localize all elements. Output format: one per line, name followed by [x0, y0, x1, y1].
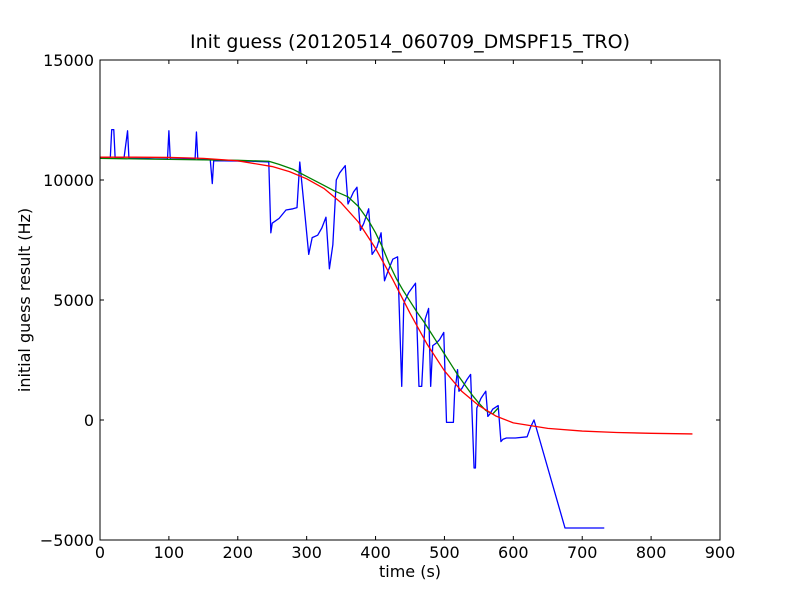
y-tick-label: 10000 [43, 171, 94, 190]
x-tick-label: 100 [154, 543, 185, 562]
series-line-2 [99, 157, 499, 415]
x-tick-label: 200 [223, 543, 254, 562]
x-tick-label: 300 [291, 543, 322, 562]
y-tick-label: −5000 [40, 531, 94, 550]
plot-area-frame [99, 59, 721, 541]
x-tick-label: 600 [498, 543, 529, 562]
y-tick-label: 0 [84, 411, 94, 430]
x-tick-label: 800 [636, 543, 667, 562]
x-tick-label: 700 [567, 543, 598, 562]
x-axis-title: time (s) [379, 562, 441, 581]
y-axis-title: initial guess result (Hz) [15, 208, 34, 392]
x-tick-label: 400 [360, 543, 391, 562]
series-line-3 [100, 156, 693, 435]
series-line-1 [99, 128, 605, 529]
x-tick-label: 900 [705, 543, 736, 562]
x-tick-label: 0 [95, 543, 105, 562]
chart-title: Init guess (20120514_060709_DMSPF15_TRO) [190, 31, 630, 53]
y-tick-label: 15000 [43, 51, 94, 70]
y-tick-label: 5000 [53, 291, 94, 310]
series-layer [99, 128, 693, 529]
x-tick-label: 500 [429, 543, 460, 562]
ticks-layer: 0 100 200 300 400 500 600 700 800 900−50000500010… [40, 51, 735, 562]
